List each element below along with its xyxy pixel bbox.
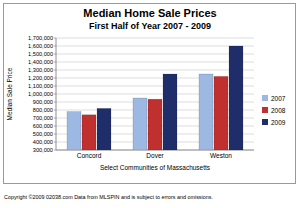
grid-line [56,46,254,47]
legend-swatch [262,95,268,101]
tick-label: 1,700,000 [28,35,53,41]
y-axis-title: Median Sale Price [6,67,13,120]
chart: Median Home Sale Prices First Half of Yea… [0,0,300,208]
bar [148,99,162,150]
bars [67,46,243,150]
bar [229,46,243,150]
tick-label: 900,000 [33,99,53,105]
bar [82,115,96,150]
tick-label: 800,000 [33,107,53,113]
bar [214,76,228,150]
legend-label: 2009 [271,119,286,126]
bar [67,112,81,150]
tick-label: 600,000 [33,123,53,129]
tick-label: 1,300,000 [28,67,53,73]
legend-label: 2007 [271,95,286,102]
bar [97,108,111,150]
footer-note: Copyright ©2009 02038.com Data from MLSP… [4,194,213,200]
tick-label: 400,000 [33,139,53,145]
grid-line [56,54,254,55]
bar [133,98,147,150]
legend-swatch [262,107,268,113]
category-label: Weston [210,152,232,159]
bar [199,74,213,150]
y-axis [56,38,57,150]
subtitle: First Half of Year 2007 - 2009 [89,21,211,31]
tick-label: 1,100,000 [28,83,53,89]
x-axis-title: Select Communities of Massachusetts [100,164,211,171]
grid-line [56,38,254,39]
tick-label: 300,000 [33,147,53,153]
tick-label: 1,200,000 [28,75,53,81]
grid-line [56,70,254,71]
chart-frame [4,4,296,184]
tick-label: 700,000 [33,115,53,121]
plot-area [56,38,254,150]
tick-label: 1,000,000 [28,91,53,97]
legend-swatch [262,119,268,125]
title: Median Home Sale Prices [83,7,216,19]
grid-line [56,62,254,63]
tick-label: 1,500,000 [28,51,53,57]
category-label: Dover [146,152,164,159]
tick-label: 1,600,000 [28,43,53,49]
tick-label: 1,400,000 [28,59,53,65]
bar [163,74,177,150]
tick-label: 500,000 [33,131,53,137]
legend-label: 2008 [271,107,286,114]
category-label: Concord [77,152,102,159]
